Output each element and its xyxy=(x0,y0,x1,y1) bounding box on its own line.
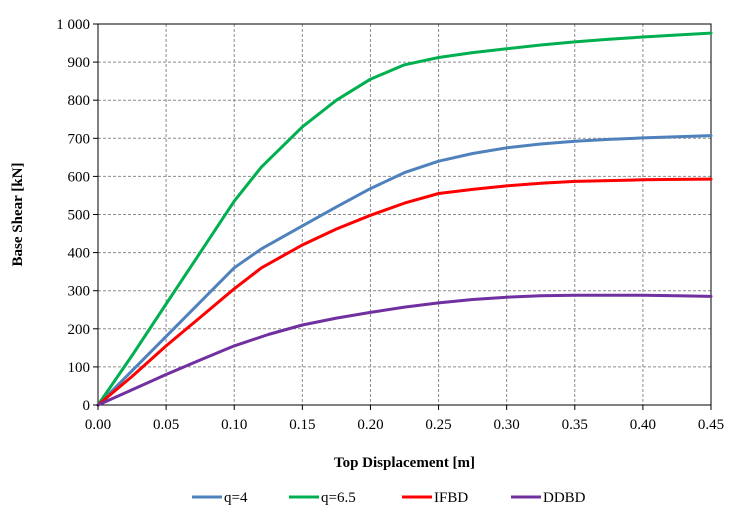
series-line-ifbd xyxy=(96,177,713,407)
x-tick-label: 0.10 xyxy=(221,417,247,433)
series-line-q-6-5 xyxy=(96,31,713,407)
x-tick-label: 0.40 xyxy=(630,417,656,433)
series-line-ddbd xyxy=(96,293,713,407)
x-axis-ticks: 0.00 0.05 0.10 0.15 0.20 0.25 0.30 0.35 0.40 0.45 xyxy=(85,405,724,433)
y-tick-label: 300 xyxy=(68,284,91,300)
x-tick-label: 0.25 xyxy=(425,417,451,433)
y-tick-label: 0 xyxy=(83,398,91,414)
y-tick-label: 700 xyxy=(68,131,91,147)
y-tick-label: 600 xyxy=(68,169,91,185)
grid xyxy=(98,24,711,405)
y-axis-ticks: 0 100 200 300 400 500 600 700 800 900 1 000 xyxy=(56,17,98,414)
x-tick-label: 0.05 xyxy=(153,417,179,433)
y-tick-label: 200 xyxy=(68,322,91,338)
series-line-q-4 xyxy=(96,134,713,407)
y-tick-label: 500 xyxy=(68,208,91,224)
x-axis-title: Top Displacement [m] xyxy=(334,455,475,471)
y-tick-label: 400 xyxy=(68,246,91,262)
y-axis-title: Base Shear [kN] xyxy=(10,163,26,267)
legend-label: DDBD xyxy=(543,490,586,506)
x-tick-label: 0.20 xyxy=(357,417,383,433)
y-tick-label: 900 xyxy=(68,55,91,71)
y-tick-label: 1 000 xyxy=(56,17,90,33)
legend-label: IFBD xyxy=(434,490,468,506)
series-layer xyxy=(96,31,713,407)
legend: q=4 q=6.5 IFBD DDBD xyxy=(192,490,586,506)
x-tick-label: 0.35 xyxy=(562,417,588,433)
x-tick-label: 0.15 xyxy=(289,417,315,433)
x-tick-label: 0.30 xyxy=(494,417,520,433)
x-tick-label: 0.00 xyxy=(85,417,111,433)
x-tick-label: 0.45 xyxy=(698,417,724,433)
y-tick-label: 100 xyxy=(68,360,91,376)
y-tick-label: 800 xyxy=(68,93,91,109)
legend-label: q=4 xyxy=(224,490,248,506)
legend-label: q=6.5 xyxy=(321,490,356,506)
